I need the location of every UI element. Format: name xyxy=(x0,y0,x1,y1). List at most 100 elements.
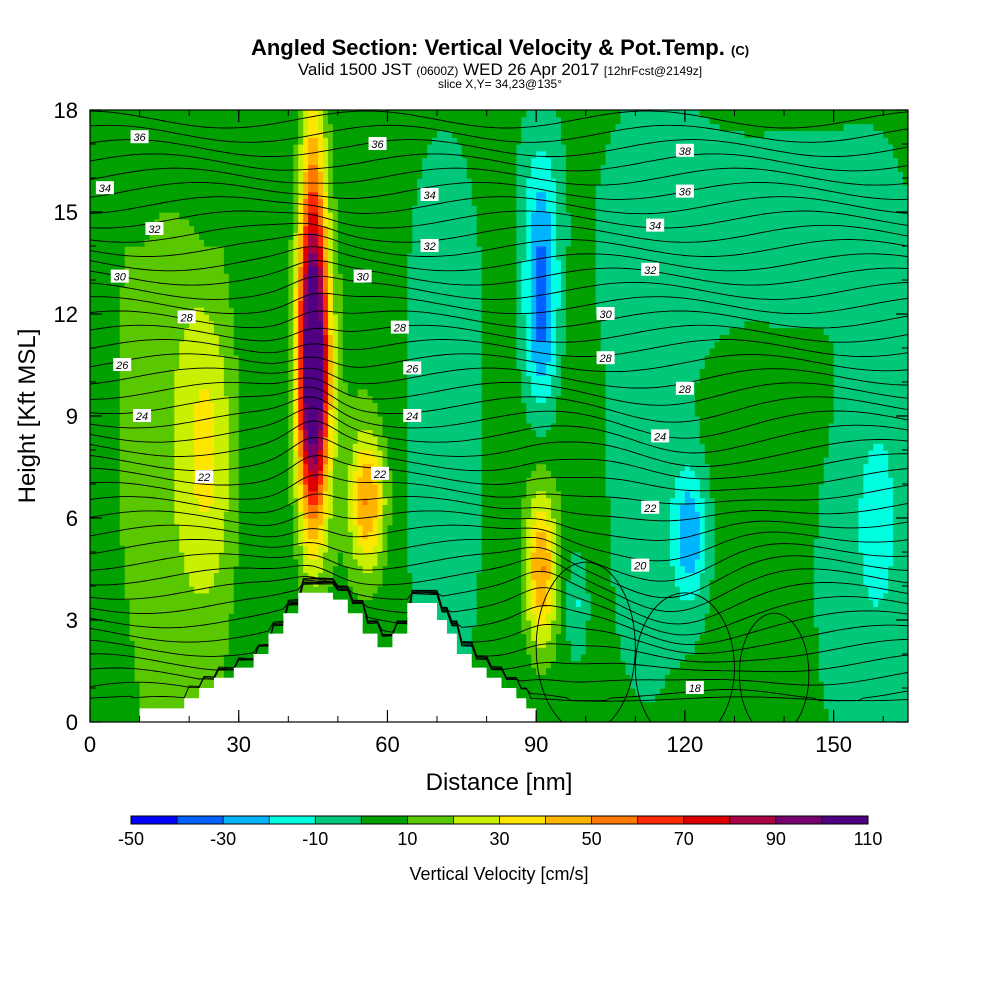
velocity-cell xyxy=(531,375,552,383)
velocity-cell xyxy=(412,592,478,601)
velocity-cell xyxy=(565,592,592,601)
isotherm-line xyxy=(90,246,908,272)
velocity-cell xyxy=(481,538,522,546)
velocity-cell xyxy=(516,239,527,247)
velocity-cell xyxy=(134,674,225,682)
velocity-cell xyxy=(679,524,701,533)
velocity-cell xyxy=(526,640,537,648)
velocity-cell xyxy=(600,320,745,329)
velocity-cell xyxy=(610,552,671,560)
velocity-cell xyxy=(298,320,304,329)
colorbar-swatch xyxy=(407,816,454,824)
velocity-cell xyxy=(526,586,532,594)
velocity-cell xyxy=(883,130,908,138)
velocity-cell xyxy=(288,382,294,390)
velocity-cell xyxy=(332,157,423,165)
velocity-cell xyxy=(764,130,884,138)
velocity-cell xyxy=(556,341,567,349)
velocity-cell xyxy=(213,450,230,458)
velocity-cell xyxy=(303,450,309,458)
velocity-cell xyxy=(308,259,319,267)
velocity-cell xyxy=(174,395,200,403)
velocity-cell xyxy=(238,558,299,567)
colorbar-swatch xyxy=(315,816,362,824)
velocity-cell xyxy=(605,402,696,410)
isotherm-label-bg xyxy=(646,218,665,232)
velocity-cell xyxy=(174,456,195,465)
velocity-cell xyxy=(327,341,334,349)
isotherm-label: 34 xyxy=(420,188,439,202)
velocity-cell xyxy=(556,198,567,206)
velocity-cell xyxy=(213,470,230,478)
velocity-cell xyxy=(90,409,121,417)
velocity-cell xyxy=(531,212,552,220)
velocity-cell xyxy=(709,586,815,594)
velocity-cell xyxy=(620,640,696,648)
velocity-cell xyxy=(556,633,567,641)
velocity-cell xyxy=(526,572,532,580)
velocity-cell xyxy=(516,144,567,152)
velocity-cell xyxy=(308,422,319,431)
velocity-cell xyxy=(521,538,527,546)
velocity-cell xyxy=(551,552,557,560)
velocity-cell xyxy=(531,273,537,281)
velocity-cell xyxy=(238,463,289,471)
velocity-cell xyxy=(565,334,602,342)
velocity-cell xyxy=(556,354,562,363)
velocity-cell xyxy=(90,354,121,363)
velocity-cell xyxy=(546,579,552,587)
velocity-cell xyxy=(174,511,225,519)
velocity-cell xyxy=(303,552,309,560)
velocity-cell xyxy=(159,212,180,220)
isotherm-line xyxy=(90,324,908,343)
velocity-cell xyxy=(674,490,686,499)
velocity-cell xyxy=(233,334,289,342)
velocity-cell xyxy=(620,633,701,641)
velocity-cell xyxy=(546,429,607,437)
velocity-cell xyxy=(288,456,294,465)
velocity-cell xyxy=(600,171,904,179)
velocity-cell xyxy=(833,368,908,376)
velocity-cell xyxy=(90,701,141,709)
velocity-cell xyxy=(90,116,299,125)
velocity-cell xyxy=(521,375,532,383)
chart-slice-info: slice X,Y= 34,23@135° xyxy=(437,77,563,91)
colorbar: -50 -30 -10 10 30 50 70 90 110 xyxy=(118,815,882,849)
velocity-cell xyxy=(481,456,607,465)
velocity-cell xyxy=(456,688,636,696)
velocity-cell xyxy=(352,490,359,499)
velocity-cell xyxy=(526,545,532,553)
velocity-cell xyxy=(714,552,815,560)
velocity-cell xyxy=(318,416,324,424)
velocity-cell xyxy=(303,382,324,390)
velocity-cell xyxy=(357,477,374,485)
velocity-cell xyxy=(204,307,235,315)
velocity-cell xyxy=(407,382,483,390)
velocity-cell xyxy=(293,531,299,539)
velocity-cell xyxy=(332,293,344,301)
velocity-cell xyxy=(238,361,289,369)
velocity-cell xyxy=(670,552,681,560)
isotherm-line xyxy=(634,592,735,722)
velocity-cell xyxy=(298,116,304,125)
velocity-cell xyxy=(332,327,339,335)
velocity-cell xyxy=(546,395,557,403)
velocity-cell xyxy=(124,572,190,580)
velocity-cell xyxy=(303,497,309,505)
velocity-cell xyxy=(327,198,339,206)
velocity-cell xyxy=(308,286,319,295)
velocity-cell xyxy=(233,327,289,335)
velocity-cell xyxy=(833,416,908,424)
velocity-cell xyxy=(337,552,344,560)
velocity-cell xyxy=(546,300,552,308)
velocity-cell xyxy=(357,504,379,512)
velocity-cell xyxy=(347,382,408,390)
velocity-cell xyxy=(556,252,567,261)
velocity-cell xyxy=(352,456,359,465)
velocity-cell xyxy=(327,293,334,301)
velocity-cell xyxy=(407,259,483,267)
velocity-cell xyxy=(407,409,483,417)
velocity-cell xyxy=(303,463,309,471)
velocity-cell xyxy=(90,708,141,716)
colorbar-swatch xyxy=(453,816,500,824)
